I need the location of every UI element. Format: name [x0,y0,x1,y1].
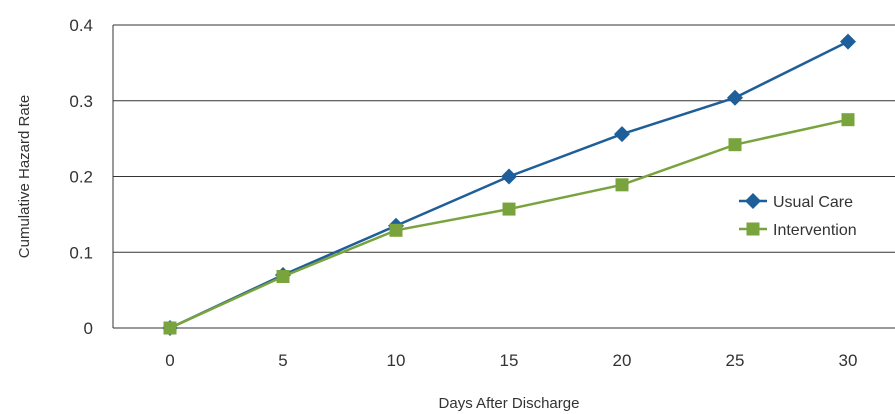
legend-item: Intervention [739,222,857,239]
legend-label: Intervention [773,222,857,239]
data-point [163,321,177,335]
x-tick-label: 0 [165,351,174,370]
x-tick-labels: 0 5 10 15 20 25 30 [165,351,857,370]
x-tick-label: 10 [387,351,406,370]
y-tick-label: 0 [84,319,93,338]
x-tick-label: 30 [839,351,858,370]
x-tick-label: 15 [500,351,519,370]
legend: Usual Care Intervention [739,193,857,239]
y-axis-label: Cumulative Hazard Rate [16,95,33,258]
data-point [389,223,403,237]
data-point [727,89,743,106]
legend-marker [745,193,761,209]
legend-label: Usual Care [773,194,853,211]
x-axis-label: Days After Discharge [439,395,580,412]
data-point [614,126,630,143]
data-point [501,168,517,185]
y-tick-label: 0.2 [69,168,93,187]
x-tick-label: 5 [278,351,287,370]
y-tick-label: 0.3 [69,92,93,111]
legend-marker [746,222,760,236]
y-tick-labels: 0 0.1 0.2 0.3 0.4 [69,16,93,338]
y-tick-label: 0.4 [69,16,93,35]
series-line [169,40,849,330]
data-point [840,33,856,50]
data-point [502,202,516,216]
data-point [615,178,629,192]
series-usual-care [162,33,856,336]
series-intervention [163,113,855,335]
legend-item: Usual Care [739,193,853,211]
data-point [841,113,855,127]
x-tick-label: 20 [613,351,632,370]
series-layer [162,33,856,336]
data-point [728,138,742,152]
series-line [169,118,849,330]
y-tick-label: 0.1 [69,243,93,262]
x-tick-label: 25 [726,351,745,370]
data-point [276,269,290,283]
